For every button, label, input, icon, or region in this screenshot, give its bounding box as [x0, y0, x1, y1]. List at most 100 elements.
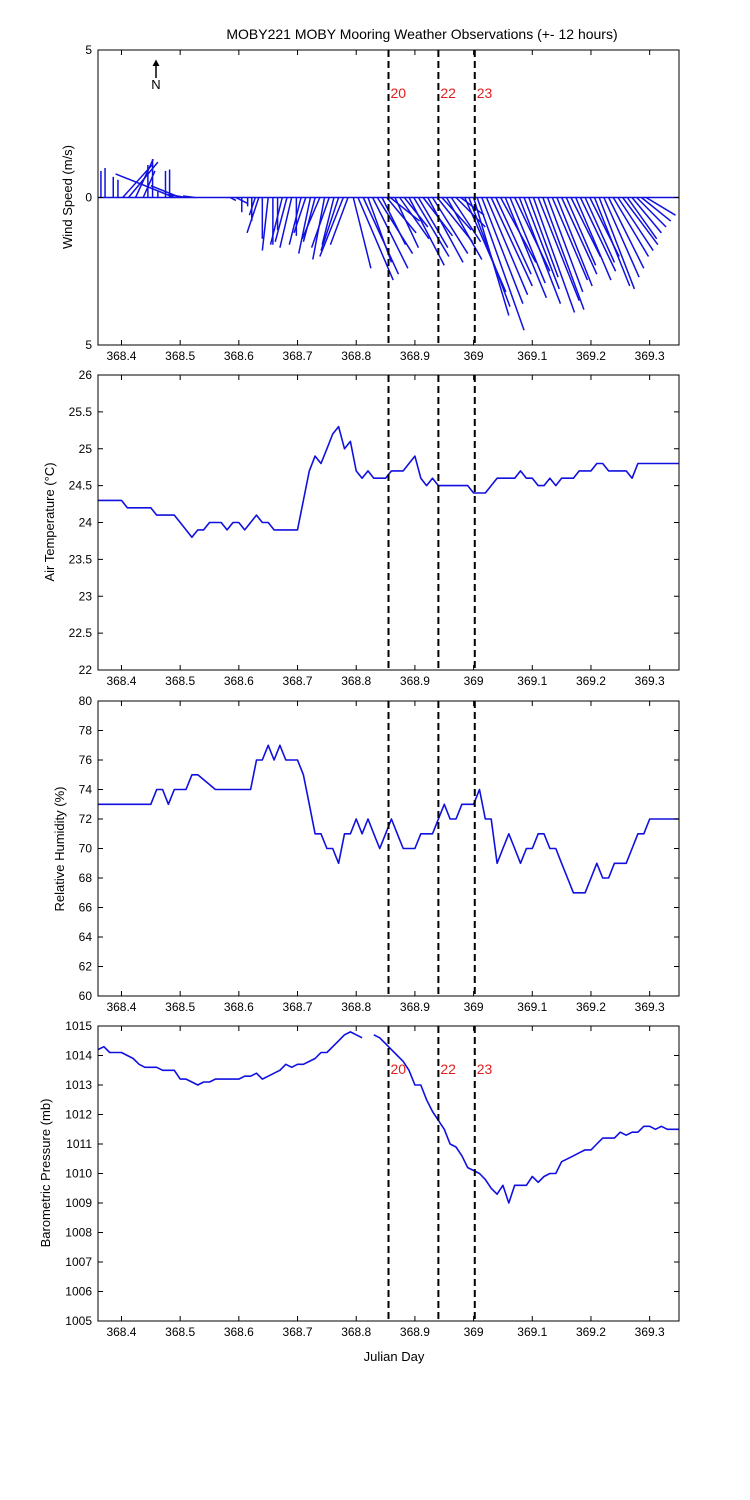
- y-tick-label: 25.5: [69, 405, 93, 419]
- x-tick-label: 368.8: [341, 674, 371, 688]
- x-tick-label: 368.7: [283, 1000, 313, 1014]
- wind-vector: [320, 197, 340, 251]
- wind-vector: [570, 197, 602, 257]
- wind-vector: [450, 197, 482, 243]
- event-marker-label: 20: [391, 1061, 407, 1077]
- y-tick-label: 23: [79, 589, 93, 603]
- wind-vector: [371, 197, 409, 269]
- north-arrow-icon: [152, 59, 160, 78]
- x-tick-label: 368.9: [400, 349, 430, 363]
- wind-vector: [288, 197, 302, 245]
- wind-vector: [490, 197, 533, 287]
- wind-vector: [579, 197, 617, 272]
- wind-vector: [476, 197, 525, 331]
- y-tick-label: 64: [79, 930, 93, 944]
- y-tick-label: 1011: [66, 1137, 92, 1151]
- y-tick-label: 66: [79, 901, 93, 915]
- x-tick-label: 368.4: [106, 1325, 136, 1339]
- x-tick-label: 369.2: [576, 1325, 606, 1339]
- north-label: N: [151, 77, 160, 92]
- y-tick-label: 1012: [65, 1108, 92, 1122]
- wind-vector: [310, 197, 330, 248]
- wind-vector: [551, 197, 589, 281]
- wind-vector: [593, 197, 631, 287]
- wind-vector: [399, 197, 430, 240]
- y-tick-label: 1006: [65, 1285, 92, 1299]
- relative-humidity-panel: 368.4 368.5 368.6 368.7 368.8 368.9 369 369.1 36…: [52, 694, 680, 1014]
- wind-vector: [528, 197, 559, 278]
- wind-vector: [302, 197, 316, 242]
- x-tick-label: 368.8: [341, 349, 371, 363]
- y-tick-label: 80: [79, 694, 93, 708]
- wind-vector: [357, 197, 394, 281]
- x-tick-label: 368.6: [224, 349, 254, 363]
- wind-vector: [472, 197, 510, 316]
- x-tick-label: 369.3: [635, 349, 665, 363]
- x-tick-label: 369: [464, 1325, 484, 1339]
- wind-vector: [546, 197, 584, 293]
- y-tick-label: 23.5: [69, 552, 93, 566]
- y-tick-label: 76: [79, 753, 93, 767]
- wind-vector: [622, 197, 659, 246]
- y-tick-label: 62: [79, 960, 93, 974]
- series-line: [98, 425, 679, 539]
- wind-vector: [612, 197, 650, 257]
- wind-speed-ylabel: Wind Speed (m/s): [60, 145, 75, 249]
- wind-vector: [485, 197, 529, 296]
- x-tick-label: 368.5: [165, 674, 195, 688]
- y-tick-label: 1008: [65, 1226, 92, 1240]
- wind-vector: [495, 197, 532, 275]
- wind-vector: [229, 196, 237, 202]
- wind-vector: [376, 197, 414, 254]
- event-marker-label: 23: [477, 1061, 493, 1077]
- series-line: [97, 1031, 363, 1086]
- wind-vector: [427, 197, 464, 263]
- y-tick-label: 68: [79, 871, 93, 885]
- y-tick-label: 60: [79, 989, 93, 1003]
- event-marker-label: 22: [440, 1061, 456, 1077]
- wind-vector: [362, 197, 400, 275]
- y-tick-label: 25: [79, 442, 93, 456]
- wind-vector: [631, 197, 662, 234]
- x-tick-label: 369.1: [517, 1325, 547, 1339]
- event-marker-label: 22: [440, 85, 456, 101]
- wind-vector: [329, 197, 349, 245]
- wind-vector: [640, 196, 672, 222]
- x-tick-label: 368.7: [283, 1325, 313, 1339]
- x-tick-label: 368.4: [106, 674, 136, 688]
- wind-vector: [352, 197, 372, 269]
- x-tick-label: 368.6: [224, 1000, 254, 1014]
- air-temperature-ylabel: Air Temperature (°C): [42, 462, 57, 581]
- x-tick-label: 369.3: [635, 674, 665, 688]
- series-line: [98, 744, 679, 894]
- wind-vector: [626, 197, 658, 240]
- wind-vector: [389, 196, 421, 222]
- x-tick-label: 369.2: [576, 349, 606, 363]
- wind-vector: [603, 197, 640, 278]
- wind-vector: [134, 158, 154, 198]
- wind-vector: [537, 197, 580, 302]
- event-marker-label: 20: [391, 85, 407, 101]
- y-tick-label: 1014: [65, 1049, 92, 1063]
- figure-title: MOBY221 MOBY Mooring Weather Observation…: [226, 26, 617, 42]
- wind-vector: [575, 197, 612, 281]
- x-tick-label: 368.7: [283, 349, 313, 363]
- wind-vector: [598, 197, 636, 290]
- y-tick-label: 5: [85, 338, 92, 352]
- wind-vector: [436, 197, 474, 243]
- x-tick-label: 368.9: [400, 674, 430, 688]
- series-line: [373, 1034, 679, 1204]
- barometric-pressure-panel: 20 22 23 368.4 368.5 368.6 368.7 368.8 368.9 369 3…: [38, 1019, 680, 1339]
- x-tick-label: 369.2: [576, 674, 606, 688]
- wind-vector: [301, 197, 321, 240]
- y-tick-label: 1015: [65, 1019, 92, 1033]
- air-temperature-panel: 368.4 368.5 368.6 368.7 368.8 368.9 369 369.1 36…: [42, 368, 680, 688]
- barometric-pressure-axes: [97, 1025, 680, 1322]
- y-tick-label: 78: [79, 724, 93, 738]
- y-tick-label: 1005: [65, 1314, 92, 1328]
- y-tick-label: 0: [85, 191, 92, 205]
- wind-vector: [509, 197, 546, 284]
- event-marker-label: 23: [477, 85, 493, 101]
- wind-vector: [168, 193, 187, 199]
- x-tick-label: 369.2: [576, 1000, 606, 1014]
